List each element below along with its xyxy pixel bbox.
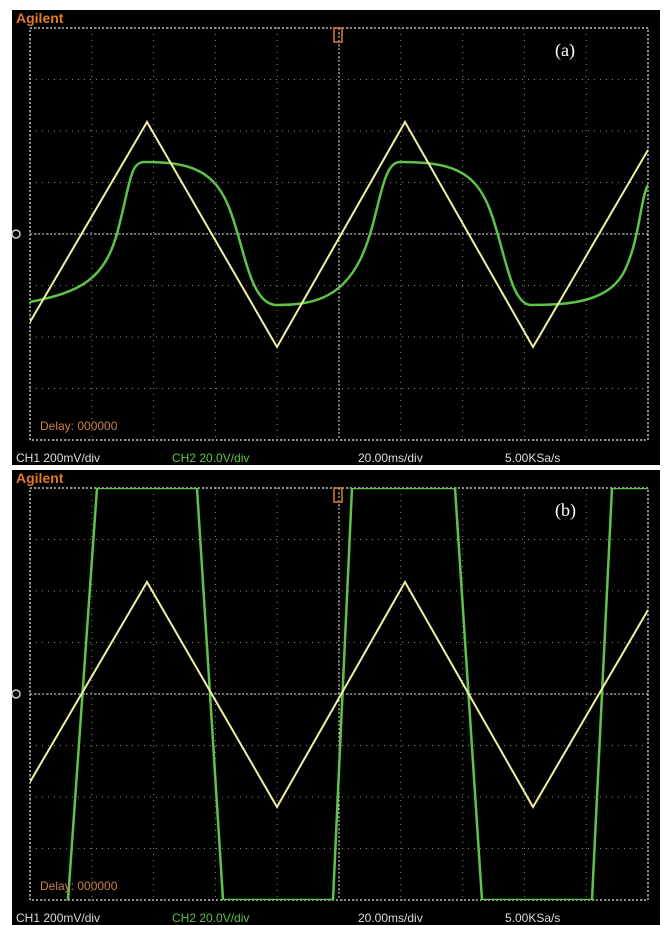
page: Agilent (a) Delay: 000000 CH1 200mV/div CH2 …: [0, 0, 664, 925]
delay-readout: Delay: 000000: [40, 879, 118, 893]
status-readout: 20.00ms/div: [358, 911, 423, 925]
status-readout: CH1 200mV/div: [16, 911, 100, 925]
figure: Agilent (a) Delay: 000000 CH1 200mV/div CH2 …: [0, 0, 664, 925]
status-readout: CH1 200mV/div: [16, 451, 100, 465]
brand: Agilent: [16, 10, 64, 26]
status-readout: 5.00KSa/s: [505, 911, 560, 925]
status-readout: CH2 20.0V/div: [172, 911, 249, 925]
delay-readout: Delay: 000000: [40, 419, 118, 433]
panel-label: (a): [555, 40, 575, 61]
brand: Agilent: [16, 470, 64, 486]
scope-panel: Agilent (a) Delay: 000000 CH1 200mV/div CH2 …: [12, 10, 660, 465]
panel-label: (b): [555, 500, 576, 521]
status-readout: CH2 20.0V/div: [172, 451, 249, 465]
status-readout: 20.00ms/div: [358, 451, 423, 465]
screen: [12, 10, 660, 465]
scope-panel: Agilent (b) Delay: 000000 CH1 200mV/div CH2 …: [12, 470, 660, 925]
status-readout: 5.00KSa/s: [505, 451, 560, 465]
